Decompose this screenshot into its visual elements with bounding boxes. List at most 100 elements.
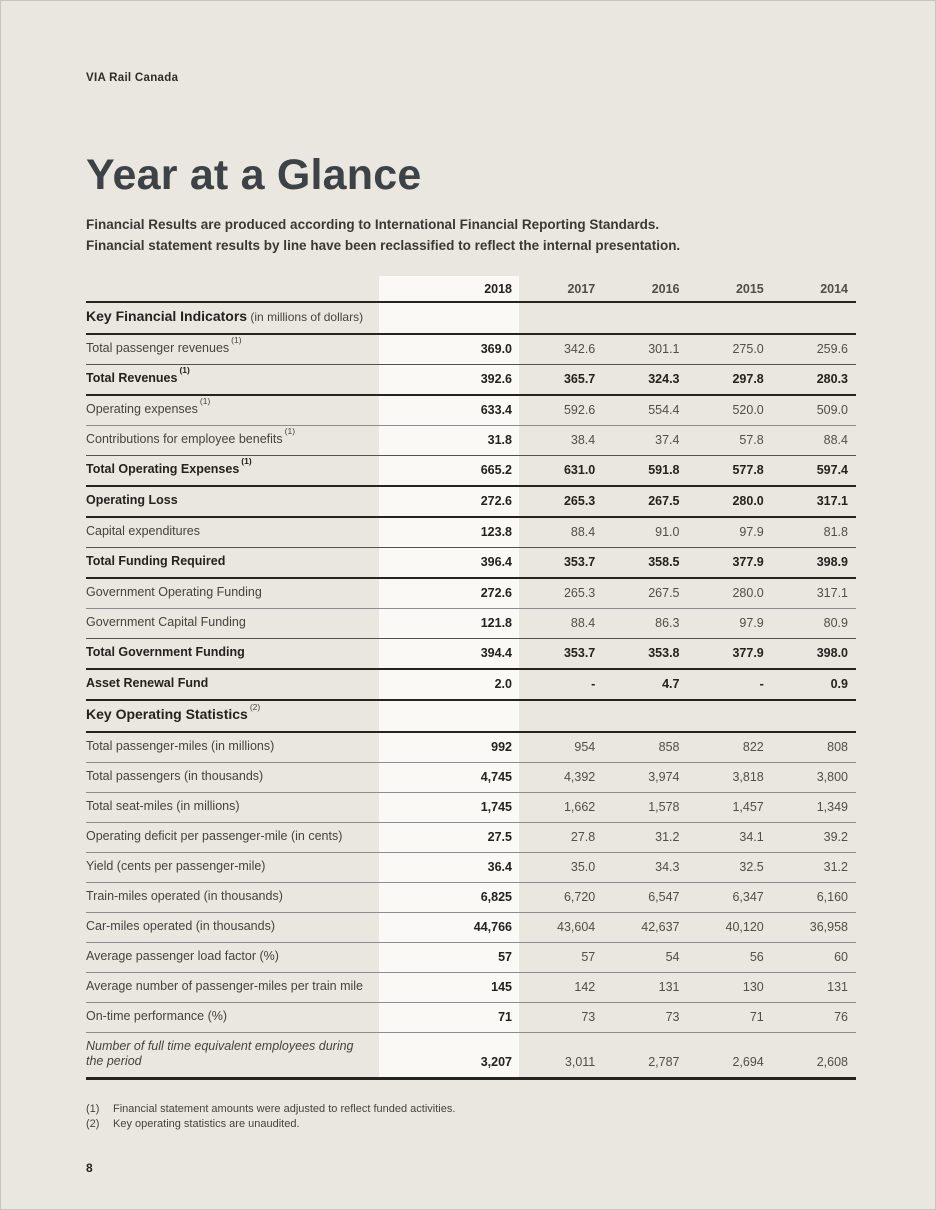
section-title-note: (in millions of dollars) (247, 310, 364, 324)
row-label-text: Car-miles operated (in thousands) (86, 919, 275, 933)
value-2015: 3,818 (732, 770, 764, 784)
row-label: Total passengers (in thousands) (86, 763, 379, 792)
value-2017: 38.4 (570, 433, 596, 447)
intro-line-2: Financial statement results by line have… (86, 238, 681, 253)
row-label-text: Operating Loss (86, 493, 178, 507)
value-2016: 4.7 (662, 677, 680, 691)
value-2017: 265.3 (563, 494, 596, 508)
row-label-text: Total Revenues (86, 371, 178, 385)
value-2015: 275.0 (732, 342, 764, 356)
value-2014: 317.1 (816, 586, 848, 600)
row-label: Operating deficit per passenger-mile (in… (86, 823, 379, 852)
value-2014: 88.4 (823, 433, 848, 447)
row-label-text: Contributions for employee benefits (86, 432, 283, 446)
row-label: Total Funding Required (86, 548, 379, 577)
value-2017: 43,604 (557, 920, 596, 934)
value-2015: 280.0 (732, 494, 764, 508)
page-number: 8 (86, 1161, 93, 1175)
table-body: Key Financial Indicators (in millions of… (86, 303, 856, 1080)
value-2017: 88.4 (570, 525, 596, 539)
table-row: Train-miles operated (in thousands) 6,825… (86, 882, 856, 912)
value-2014: 80.9 (823, 616, 848, 630)
row-label-text: Number of full time equivalent employees… (86, 1039, 354, 1068)
value-2016: 267.5 (648, 494, 680, 508)
value-2017: 353.7 (563, 646, 596, 660)
value-2015: 40,120 (725, 920, 764, 934)
value-2015: 297.8 (732, 372, 764, 386)
row-label: Average number of passenger-miles per tr… (86, 973, 379, 1002)
page-content: VIA Rail Canada Year at a Glance Financi… (1, 1, 935, 1175)
value-2015: 97.9 (739, 616, 764, 630)
row-label: Total Government Funding (86, 639, 379, 668)
table-row: Capital expenditures 123.8 88.4 91.0 97.9 81.… (86, 516, 856, 547)
table-row: Car-miles operated (in thousands) 44,766 4… (86, 912, 856, 942)
value-2018: 396.4 (480, 555, 512, 569)
value-2015: 520.0 (732, 403, 764, 417)
value-2016: 267.5 (648, 586, 680, 600)
value-2017: - (591, 677, 596, 691)
row-label-text: Operating expenses (86, 402, 198, 416)
row-label-text: Total Funding Required (86, 554, 226, 568)
footnote-ref: (1) (284, 425, 296, 436)
value-2016: 554.4 (648, 403, 680, 417)
value-2017: 954 (574, 740, 596, 754)
value-2015: 6,347 (732, 890, 764, 904)
value-2014: 398.9 (816, 555, 848, 569)
value-2018: 633.4 (480, 403, 512, 417)
intro-block: Financial Results are produced according… (86, 214, 854, 256)
value-2015: 577.8 (732, 463, 764, 477)
value-2015: 56 (749, 950, 764, 964)
footnote-2-text: Key operating statistics are unaudited. (113, 1117, 300, 1130)
value-2015: 130 (742, 980, 764, 994)
year-header-spacer (86, 290, 379, 301)
value-2018: 272.6 (480, 586, 512, 600)
row-label-text: Total Operating Expenses (86, 462, 240, 476)
row-label: Number of full time equivalent employees… (86, 1033, 379, 1077)
value-2018: 36.4 (487, 860, 512, 874)
value-2014: 0.9 (830, 677, 848, 691)
value-2016: 301.1 (648, 342, 680, 356)
row-label: Operating expenses(1) (86, 396, 379, 425)
value-2014: 81.8 (823, 525, 848, 539)
value-2018: 31.8 (487, 433, 512, 447)
intro-line-1: Financial Results are produced according… (86, 217, 660, 232)
value-2015: 1,457 (732, 800, 764, 814)
value-2017: 365.7 (563, 372, 596, 386)
value-2018: 44,766 (473, 920, 512, 934)
financial-table: 2018 2017 2016 2015 2014 Key Financial I… (86, 276, 856, 1080)
value-2017: 73 (581, 1010, 596, 1024)
row-label: On-time performance (%) (86, 1003, 379, 1032)
footnote-ref: (1) (231, 334, 242, 345)
year-column-2018: 2018 (484, 282, 512, 296)
value-2017: 57 (581, 950, 596, 964)
value-2015: 377.9 (732, 555, 764, 569)
value-2015: 71 (749, 1010, 764, 1024)
value-2018: 392.6 (480, 372, 512, 386)
row-label-text: Total seat-miles (in millions) (86, 799, 240, 813)
table-row: Operating expenses(1) 633.4 592.6 554.4 520.… (86, 394, 856, 425)
table-row: On-time performance (%) 71 73 73 71 76 (86, 1002, 856, 1032)
row-label-text: Operating deficit per passenger-mile (in… (86, 829, 343, 843)
row-label: Capital expenditures (86, 518, 379, 547)
table-row: Number of full time equivalent employees… (86, 1032, 856, 1080)
table-row: Contributions for employee benefits(1) 31… (86, 425, 856, 455)
footnotes: (1) Financial statement amounts were adj… (86, 1102, 854, 1131)
value-2016: 54 (665, 950, 680, 964)
value-2014: 36,958 (809, 920, 848, 934)
value-2014: 60 (834, 950, 848, 964)
value-2014: 398.0 (816, 646, 848, 660)
row-label: Total passenger-miles (in millions) (86, 733, 379, 762)
year-column-2017: 2017 (567, 282, 596, 296)
value-2014: 317.1 (816, 494, 848, 508)
value-2016: 37.4 (655, 433, 680, 447)
table-row: Total passenger-miles (in millions) 992 95… (86, 731, 856, 762)
row-label-text: On-time performance (%) (86, 1009, 228, 1023)
value-2018: 27.5 (487, 830, 512, 844)
section-header-row: Key Financial Indicators (in millions of… (86, 303, 856, 333)
value-2014: 509.0 (816, 403, 848, 417)
value-2016: 858 (658, 740, 680, 754)
row-label-text: Average number of passenger-miles per tr… (86, 979, 363, 993)
value-2014: 808 (827, 740, 848, 754)
row-label-text: Yield (cents per passenger-mile) (86, 859, 266, 873)
